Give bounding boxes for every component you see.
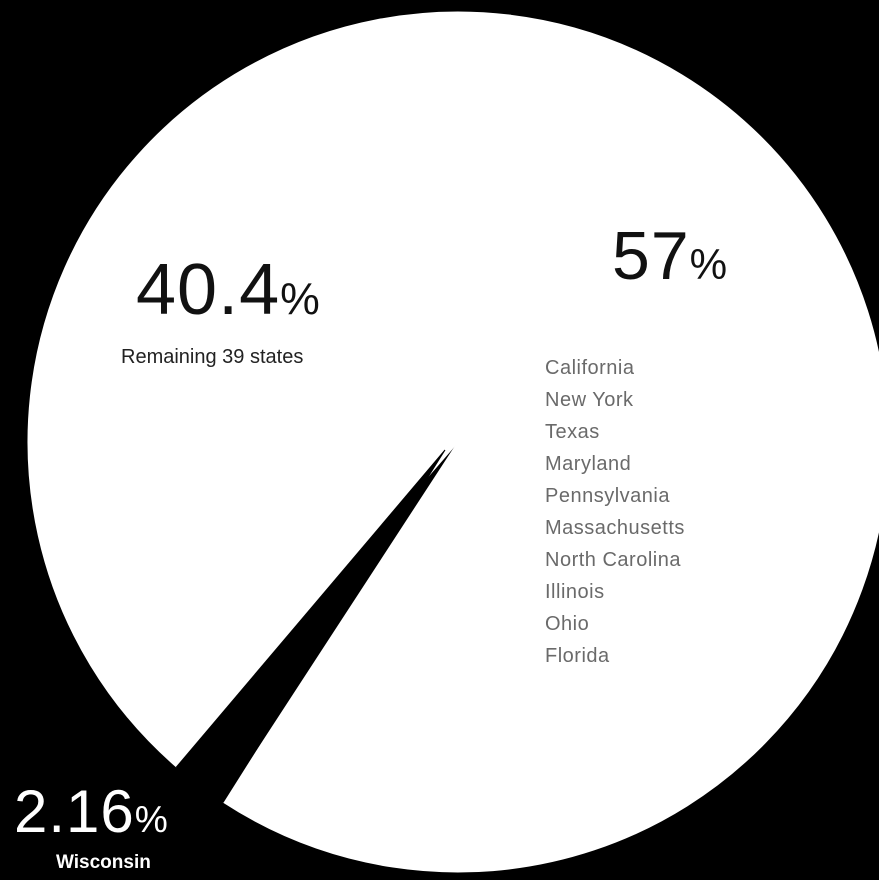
remaining-states-label: Remaining 39 states (121, 346, 304, 368)
state-name: Florida (545, 645, 610, 667)
state-name: Illinois (545, 581, 605, 603)
state-name: Massachusetts (545, 517, 685, 539)
state-name: Texas (545, 421, 600, 443)
slice-top-ten-states (222, 14, 879, 873)
top-ten-states-list: California New York Texas Maryland Penns… (545, 352, 685, 672)
wisconsin-label: Wisconsin (56, 852, 151, 873)
state-name: New York (545, 389, 634, 411)
state-name: Pennsylvania (545, 485, 670, 507)
state-name: Maryland (545, 453, 632, 475)
state-name: North Carolina (545, 549, 681, 571)
wisconsin-percent: 2.16% (14, 778, 168, 845)
remaining-states-percent: 40.4% (136, 250, 320, 330)
top-ten-states-percent: 57% (612, 218, 728, 294)
slice-remaining-states (27, 11, 511, 768)
state-name: California (545, 357, 635, 379)
state-name: Ohio (545, 613, 590, 635)
slice-wisconsin (175, 449, 446, 803)
